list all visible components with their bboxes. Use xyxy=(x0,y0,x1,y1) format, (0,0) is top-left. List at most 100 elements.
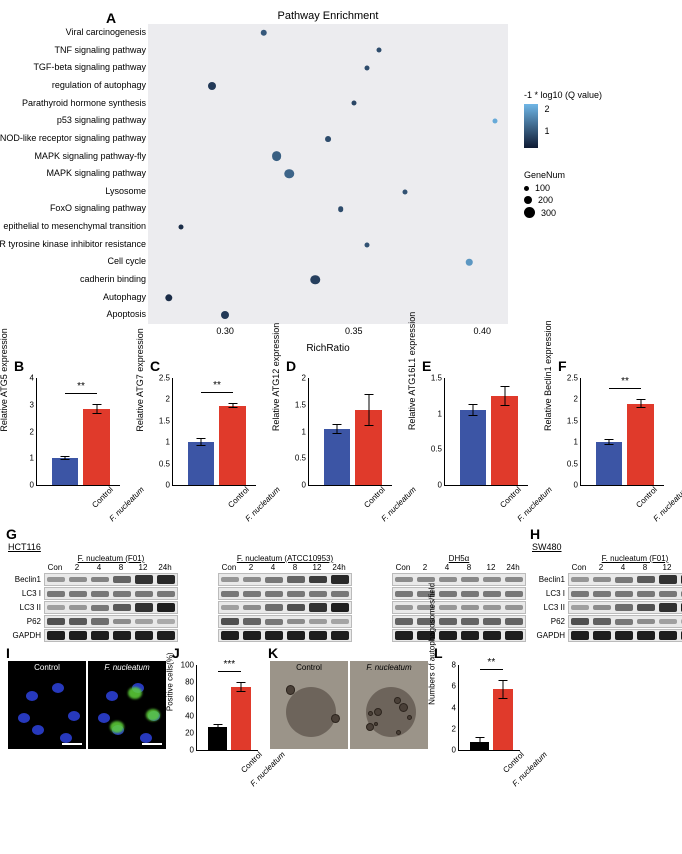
significance: ** xyxy=(609,376,641,387)
wb-lane-header: Con2481224h xyxy=(44,563,178,572)
bar xyxy=(208,727,228,750)
dot-category: MAPK signaling pathway-fly xyxy=(0,148,146,165)
panelJ-bar: Positive cells(%)020406080100ControlF. n… xyxy=(172,661,264,773)
panelD-bar: DRelative ATG12 expression00.511.52Contr… xyxy=(280,372,402,512)
y-axis-label: Numbers of autophagosomes/field xyxy=(428,583,437,705)
wb-title: F. nucleatum (F01) xyxy=(568,554,682,563)
bar xyxy=(83,409,110,485)
dot-row: regulation of autophagy xyxy=(148,77,508,95)
dot-row: NOD-like receptor signaling pathway xyxy=(148,130,508,148)
axes: 00.511.522.5ControlF. nucleatum** xyxy=(172,378,256,486)
dot-point xyxy=(285,169,295,179)
bar xyxy=(219,406,246,485)
label-c: C xyxy=(150,358,160,374)
dot-row: Viral carcinogenesis xyxy=(148,24,508,42)
dot-point xyxy=(338,206,344,212)
wb-band xyxy=(182,587,352,600)
legend-color-bar xyxy=(524,104,538,148)
dot-category: MAPK signaling pathway xyxy=(0,165,146,182)
dot-point xyxy=(364,242,369,247)
dot-point xyxy=(272,151,282,161)
axes: 00.511.522.5ControlF. nucleatum** xyxy=(580,378,664,486)
y-axis-label: Relative ATG12 expression xyxy=(271,323,281,431)
dot-row: epithelial to mesenchymal transition xyxy=(148,218,508,236)
dot-point xyxy=(466,259,473,266)
axes: 00.511.52ControlF. nucleatum xyxy=(308,378,392,486)
error-bar xyxy=(609,439,610,445)
panelC-bar: CRelative ATG7 expression00.511.522.5Con… xyxy=(144,372,266,512)
y-axis-label: Relative ATG7 expression xyxy=(135,328,145,431)
legend-color-ticks: 21 xyxy=(545,104,550,148)
wb-set: F. nucleatum (ATCC10953)Con2481224h xyxy=(182,554,352,643)
dot-category: EGFR tyrosine kinase inhibitor resistanc… xyxy=(0,236,146,253)
panelA-dotplot: 0.300.350.40 RichRatio Viral carcinogene… xyxy=(148,24,508,324)
wb-band xyxy=(356,601,526,614)
label-e: E xyxy=(422,358,431,374)
wb-band: Beclin1 xyxy=(532,573,682,586)
bar xyxy=(596,442,623,485)
dot-point xyxy=(221,311,229,319)
bottom-row: I ControlF. nucleatum J Positive cells(%… xyxy=(8,661,674,773)
y-axis-label: Relative Beclin1 expression xyxy=(543,320,553,431)
error-bar xyxy=(368,394,369,426)
figure: A Pathway Enrichment 0.300.350.40 RichRa… xyxy=(8,10,674,773)
western-blot-row: GHCT116F. nucleatum (F01)Con2481224hBecl… xyxy=(8,542,674,643)
error-bar xyxy=(337,424,338,435)
wb-band: P62 xyxy=(532,615,682,628)
bar xyxy=(460,410,487,485)
dot-point xyxy=(165,294,172,301)
dot-category: NOD-like receptor signaling pathway xyxy=(0,130,146,147)
dot-category: FoxO signaling pathway xyxy=(0,200,146,217)
dot-row: TNF signaling pathway xyxy=(148,42,508,60)
wb-band xyxy=(356,587,526,600)
wb-band xyxy=(356,629,526,642)
wb-band: LC3 I xyxy=(532,587,682,600)
panelA-xaxis: 0.300.350.40 xyxy=(148,326,508,340)
wb-band: GAPDH xyxy=(8,629,178,642)
panelI-micrographs: ControlF. nucleatum xyxy=(8,661,166,749)
axes: 00.511.5ControlF. nucleatum xyxy=(444,378,528,486)
panelA-title: Pathway Enrichment xyxy=(148,10,508,22)
dot-category: Lysosome xyxy=(0,183,146,200)
dot-category: TGF-beta signaling pathway xyxy=(0,59,146,76)
dot-point xyxy=(493,119,498,124)
error-bar xyxy=(240,682,241,692)
significance: *** xyxy=(218,659,241,670)
dot-row: Autophagy xyxy=(148,289,508,307)
dot-point xyxy=(364,66,369,71)
dot-row: Lysosome xyxy=(148,183,508,201)
dot-point xyxy=(377,48,382,53)
dot-point xyxy=(179,224,184,229)
wb-set: F. nucleatum (F01)Con2481224hBeclin1LC3 … xyxy=(8,554,178,643)
dot-category: regulation of autophagy xyxy=(0,77,146,94)
wb-band: LC3 II xyxy=(8,601,178,614)
dot-category: Apoptosis xyxy=(0,306,146,323)
wb-lane-header: Con2481224h xyxy=(568,563,682,572)
error-bar xyxy=(232,403,233,408)
panelE-bar: ERelative ATG16L1 expression00.511.5Cont… xyxy=(416,372,538,512)
wb-band xyxy=(356,573,526,586)
wb-band xyxy=(182,629,352,642)
bar-row-bf: BRelative ATG5 expression01234ControlF. … xyxy=(8,372,674,512)
error-bar xyxy=(640,399,641,408)
wb-set: F. nucleatum (F01)Con2481224hBeclin1LC3 … xyxy=(532,554,682,642)
wb-band xyxy=(182,601,352,614)
tem-image: F. nucleatum xyxy=(350,661,428,749)
bar xyxy=(324,429,351,485)
dot-category: Cell cycle xyxy=(0,253,146,270)
bar xyxy=(627,404,654,485)
significance: ** xyxy=(201,380,233,391)
error-bar xyxy=(502,680,503,699)
wb-band: Beclin1 xyxy=(8,573,178,586)
wb-band: GAPDH xyxy=(532,629,682,642)
label-d: D xyxy=(286,358,296,374)
legend-size-title: GeneNum xyxy=(524,170,565,180)
dot-row: TGF-beta signaling pathway xyxy=(148,59,508,77)
y-axis-label: Relative ATG5 expression xyxy=(0,328,9,431)
dot-category: epithelial to mesenchymal transition xyxy=(0,218,146,235)
fluor-image: F. nucleatum xyxy=(88,661,166,749)
axes: 02468ControlF. nucleatum** xyxy=(458,665,520,751)
tem-image: Control xyxy=(270,661,348,749)
wb-band xyxy=(182,615,352,628)
dot-row: Cell cycle xyxy=(148,253,508,271)
